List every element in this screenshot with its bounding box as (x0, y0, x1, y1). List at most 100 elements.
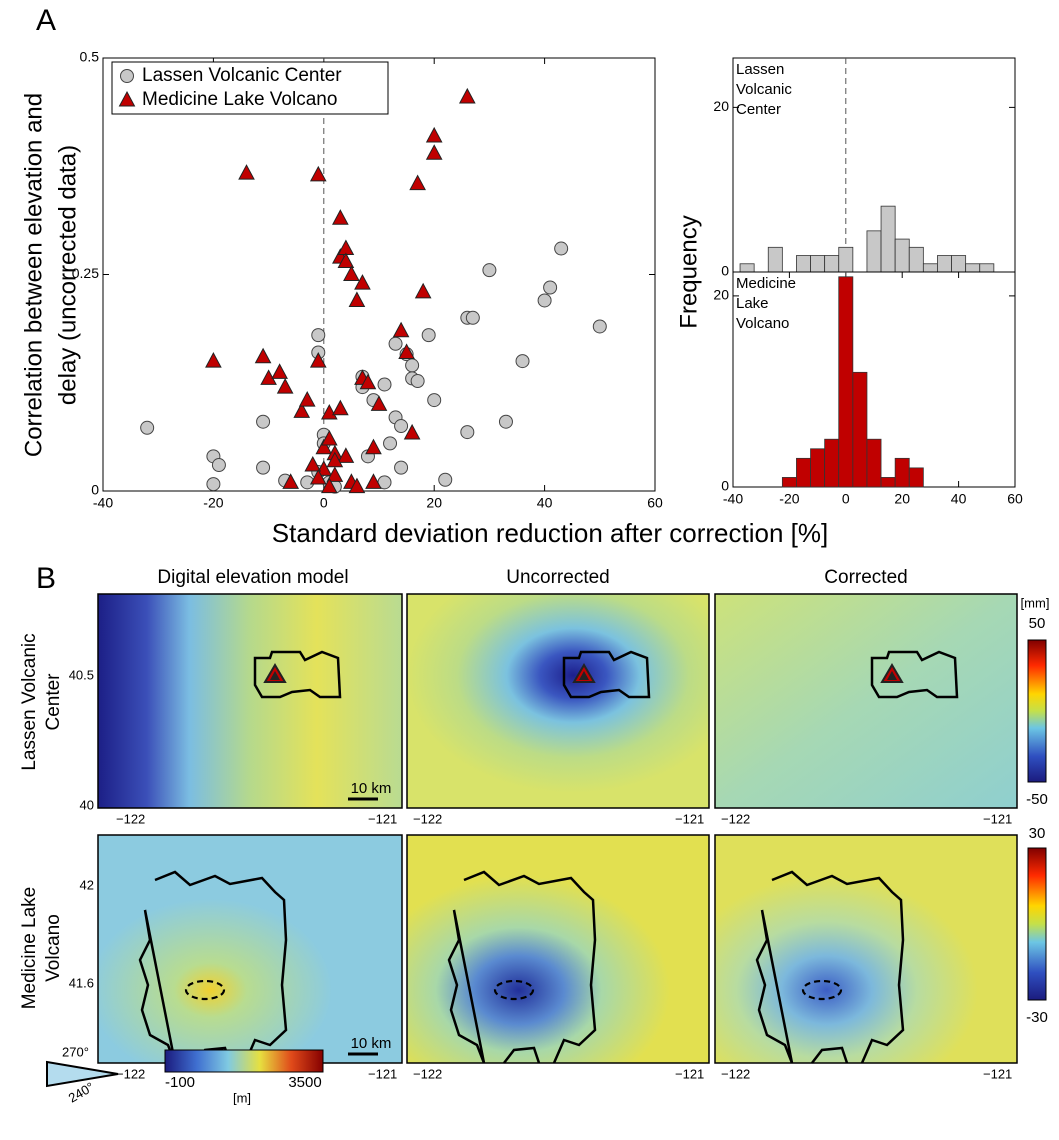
data-point (348, 477, 366, 494)
histogram-bar (965, 263, 981, 273)
legend-label: Lassen Volcanic Center (142, 65, 342, 86)
row-label: Volcano (43, 914, 64, 982)
histogram-bar (739, 263, 755, 273)
data-point (326, 466, 344, 482)
x-tick-label: 0 (842, 491, 850, 507)
data-point (256, 414, 271, 429)
histogram-bar (810, 448, 826, 488)
annotation: Center (736, 101, 781, 118)
data-point (388, 336, 403, 351)
data-point (326, 451, 344, 468)
lon-label: −122 (413, 1066, 442, 1081)
row-label: Center (43, 673, 64, 731)
histogram-bar (824, 438, 840, 488)
scale-label: 10 km (351, 1035, 392, 1052)
lat-label: 40.5 (69, 667, 94, 682)
colorbar (1027, 847, 1047, 1001)
data-point (337, 447, 355, 463)
colorbar-label: 30 (1029, 825, 1046, 842)
column-title: Corrected (824, 567, 907, 588)
x-tick-label: -20 (203, 495, 223, 511)
data-point (315, 460, 333, 476)
data-point (309, 165, 327, 182)
map-panel (406, 834, 710, 1064)
lon-label: −121 (983, 1066, 1012, 1081)
histogram-bar (880, 205, 896, 273)
histogram-bar (922, 263, 938, 273)
data-point (482, 263, 497, 278)
histogram-bar (838, 276, 854, 488)
histogram-bar (894, 238, 910, 273)
data-point (332, 209, 349, 225)
histogram-bar (880, 477, 896, 488)
data-point (365, 438, 382, 455)
data-point (410, 374, 425, 389)
data-point (543, 280, 558, 295)
histogram-bar (908, 467, 924, 488)
look-angle: 240° (66, 1079, 97, 1105)
x-tick-label: 20 (426, 495, 442, 511)
data-point (427, 393, 442, 408)
data-point (206, 477, 221, 492)
x-axis-label: Standard deviation reduction after corre… (272, 518, 828, 548)
data-point (140, 420, 155, 435)
y-tick-label: 0.25 (72, 265, 99, 281)
data-point (238, 164, 255, 180)
data-point (554, 241, 569, 256)
histogram-bar (838, 246, 854, 273)
data-point (537, 293, 552, 308)
row-label: Medicine Lake (19, 887, 40, 1010)
data-point (438, 472, 453, 487)
charts: -40 -20 0 20 40 60 0 0.25 0.5 Lassen Volcanic Cen… (20, 49, 1023, 548)
histogram-bar (951, 255, 967, 273)
x-tick-label: -40 (93, 495, 113, 511)
y-tick-label: 20 (713, 287, 729, 303)
data-point (465, 310, 480, 325)
lon-label: −122 (116, 1066, 145, 1081)
dem-colorbar (164, 1049, 324, 1073)
y-axis-label: delay (uncorrected data) (54, 145, 81, 405)
data-point (409, 174, 426, 191)
data-point (309, 352, 327, 368)
y-axis-label: Correlation between elevation and (20, 93, 47, 457)
look-angle: 270° (62, 1044, 89, 1059)
histogram-bar (866, 438, 882, 488)
colorbar-label: -100 (165, 1074, 195, 1091)
histogram-bar (796, 255, 811, 273)
lon-label: −121 (983, 811, 1012, 826)
data-point (256, 460, 271, 475)
data-point (271, 363, 288, 379)
map-panel (97, 834, 403, 1064)
lon-label: −122 (721, 1066, 750, 1081)
colorbar (1027, 639, 1047, 783)
histogram-bar (796, 457, 811, 488)
row-label: Lassen Volcanic (19, 633, 40, 770)
histogram-bar (810, 255, 826, 273)
legend-box (111, 61, 389, 115)
data-point (315, 438, 333, 455)
data-point (398, 343, 415, 359)
lon-label: −122 (721, 811, 750, 826)
legend-marker (118, 90, 136, 107)
lat-label: 40 (80, 797, 94, 812)
y-tick-label: 0 (721, 263, 729, 279)
data-point (354, 274, 371, 290)
annotation: Volcano (736, 315, 789, 332)
histogram-bar (894, 457, 910, 488)
data-point (311, 328, 326, 343)
data-point (377, 377, 392, 392)
data-point (304, 455, 322, 472)
lon-label: −121 (675, 811, 704, 826)
look-angle-icon (46, 1060, 119, 1088)
histogram-bar (979, 263, 995, 273)
column-title: Digital elevation model (157, 567, 348, 588)
data-point (414, 282, 432, 299)
data-point (211, 458, 226, 473)
data-point (205, 352, 222, 368)
colorbar-label: -50 (1026, 791, 1048, 808)
lon-label: −121 (675, 1066, 704, 1081)
histogram-bar (937, 255, 952, 273)
map-panel (97, 593, 403, 809)
data-point (293, 402, 311, 418)
